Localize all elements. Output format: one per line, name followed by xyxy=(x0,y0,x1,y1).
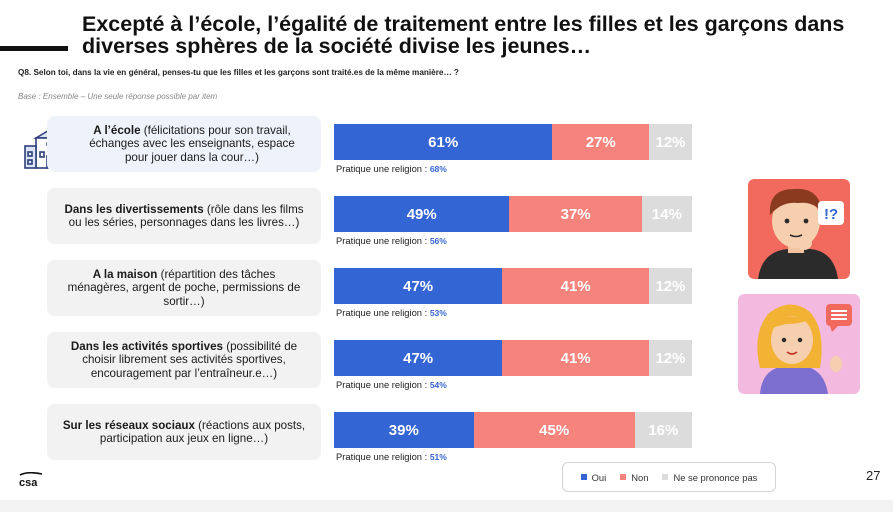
question-text: Q8. Selon toi, dans la vie en général, p… xyxy=(18,68,459,77)
data-label-oui: 39% xyxy=(388,421,419,439)
category-title: Sur les réseaux sociaux xyxy=(62,418,195,432)
bar-segment-oui: 39% xyxy=(334,412,474,448)
legend-item-non: Non xyxy=(620,472,648,483)
footer-strip xyxy=(0,500,893,512)
bar-segment-non: 45% xyxy=(473,412,635,448)
data-label-non: 27% xyxy=(585,133,616,151)
religion-value: 68% xyxy=(429,164,447,174)
legend-label-oui: Oui xyxy=(591,471,607,483)
religion-note-4: Pratique une religion : 51% xyxy=(336,451,447,462)
category-description: (réactions aux posts, participation aux … xyxy=(99,418,306,446)
legend-swatch-nsp xyxy=(662,474,669,480)
data-label-oui: 47% xyxy=(403,277,434,295)
data-label-nsp: 14% xyxy=(651,205,682,223)
religion-label: Pratique une religion : xyxy=(336,379,430,390)
legend-swatch-oui xyxy=(580,474,587,480)
girl-illustration xyxy=(738,294,860,394)
religion-label: Pratique une religion : xyxy=(336,451,430,462)
religion-note-2: Pratique une religion : 53% xyxy=(336,307,447,318)
category-title: A l’école xyxy=(93,123,141,137)
bar-segment-oui: 47% xyxy=(334,268,503,304)
category-label-text: A l’école (félicitations pour son travai… xyxy=(77,124,307,165)
legend-item-nsp: Ne se prononce pas xyxy=(662,472,757,483)
religion-value: 54% xyxy=(429,380,447,390)
religion-note-1: Pratique une religion : 56% xyxy=(336,235,447,246)
religion-value: 56% xyxy=(429,236,447,246)
chart-legend: Oui Non Ne se prononce pas xyxy=(562,462,776,492)
data-label-oui: 47% xyxy=(403,349,434,367)
stacked-bar-2: 47% 41% 12% xyxy=(334,268,692,304)
bar-segment-nsp: 16% xyxy=(634,412,692,448)
bar-segment-non: 27% xyxy=(552,124,650,160)
category-label-1: Dans les divertissements (rôle dans les … xyxy=(47,188,321,244)
data-label-nsp: 16% xyxy=(648,421,679,439)
category-description: (possibilité de choisir librement ses ac… xyxy=(82,339,298,380)
svg-text:!?: !? xyxy=(824,206,838,223)
category-title: Dans les activités sportives xyxy=(70,339,223,353)
category-label-text: Sur les réseaux sociaux (réactions aux p… xyxy=(61,419,307,446)
bar-segment-oui: 61% xyxy=(334,124,553,160)
category-label-4: Sur les réseaux sociaux (réactions aux p… xyxy=(47,404,321,460)
religion-note-3: Pratique une religion : 54% xyxy=(336,379,447,390)
data-label-non: 41% xyxy=(560,277,591,295)
category-description: (félicitations pour son travail, échange… xyxy=(89,123,295,164)
title-accent-bar xyxy=(0,46,68,51)
category-label-text: A la maison (répartition des tâches ména… xyxy=(61,268,307,309)
data-label-nsp: 12% xyxy=(655,277,686,295)
category-label-text: Dans les divertissements (rôle dans les … xyxy=(61,203,307,230)
bar-segment-non: 41% xyxy=(502,340,650,376)
data-label-nsp: 12% xyxy=(655,133,686,151)
bar-segment-nsp: 14% xyxy=(641,196,692,232)
legend-swatch-non xyxy=(620,474,627,480)
legend-label-nsp: Ne se prononce pas xyxy=(673,471,758,483)
page-title: Excepté à l’école, l’égalité de traiteme… xyxy=(82,12,845,58)
csa-logo: csa xyxy=(19,472,43,488)
religion-label: Pratique une religion : xyxy=(336,307,430,318)
category-title: Dans les divertissements xyxy=(64,202,204,216)
svg-text:csa: csa xyxy=(19,477,38,488)
bar-segment-nsp: 12% xyxy=(649,340,692,376)
category-title: A la maison xyxy=(92,267,158,281)
data-label-oui: 49% xyxy=(406,205,437,223)
stacked-bar-0: 61% 27% 12% xyxy=(334,124,692,160)
category-label-text: Dans les activités sportives (possibilit… xyxy=(61,340,307,381)
page-number: 27 xyxy=(866,468,881,483)
bar-segment-nsp: 12% xyxy=(649,268,692,304)
religion-label: Pratique une religion : xyxy=(336,235,430,246)
data-label-non: 37% xyxy=(560,205,591,223)
bar-segment-non: 41% xyxy=(502,268,650,304)
bar-segment-oui: 49% xyxy=(334,196,510,232)
bar-segment-nsp: 12% xyxy=(649,124,692,160)
bar-segment-non: 37% xyxy=(509,196,642,232)
data-label-non: 41% xyxy=(560,349,591,367)
religion-note-0: Pratique une religion : 68% xyxy=(336,163,447,174)
category-label-3: Dans les activités sportives (possibilit… xyxy=(47,332,321,388)
bar-segment-oui: 47% xyxy=(334,340,503,376)
data-label-oui: 61% xyxy=(428,133,459,151)
category-label-2: A la maison (répartition des tâches ména… xyxy=(47,260,321,316)
category-description: (répartition des tâches ménagères, argen… xyxy=(67,267,301,308)
religion-label: Pratique une religion : xyxy=(336,163,430,174)
legend-item-oui: Oui xyxy=(580,471,607,483)
category-description: (rôle dans les films ou les séries, pers… xyxy=(68,202,304,230)
stacked-bar-4: 39% 45% 16% xyxy=(334,412,692,448)
legend-label-non: Non xyxy=(631,471,649,483)
data-label-nsp: 12% xyxy=(655,349,686,367)
base-note: Base : Ensemble – Une seule réponse poss… xyxy=(18,92,218,101)
category-label-0: A l’école (félicitations pour son travai… xyxy=(47,116,321,172)
stacked-bar-3: 47% 41% 12% xyxy=(334,340,692,376)
stacked-bar-1: 49% 37% 14% xyxy=(334,196,692,232)
religion-value: 51% xyxy=(429,452,447,462)
boy-thinking-illustration: !? xyxy=(748,179,850,279)
data-label-non: 45% xyxy=(539,421,570,439)
religion-value: 53% xyxy=(429,308,447,318)
